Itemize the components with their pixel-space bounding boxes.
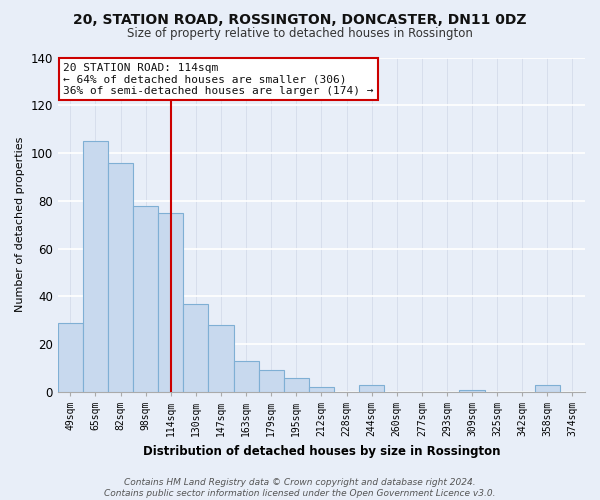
Bar: [535, 384, 560, 392]
Text: Size of property relative to detached houses in Rossington: Size of property relative to detached ho…: [127, 28, 473, 40]
Bar: [460, 390, 485, 392]
Bar: [184, 304, 208, 392]
Bar: [133, 206, 158, 392]
Bar: [284, 378, 309, 392]
Text: Contains HM Land Registry data © Crown copyright and database right 2024.
Contai: Contains HM Land Registry data © Crown c…: [104, 478, 496, 498]
Bar: [158, 213, 184, 392]
Bar: [309, 387, 334, 392]
Y-axis label: Number of detached properties: Number of detached properties: [15, 137, 25, 312]
Text: 20 STATION ROAD: 114sqm
← 64% of detached houses are smaller (306)
36% of semi-d: 20 STATION ROAD: 114sqm ← 64% of detache…: [63, 62, 374, 96]
Bar: [208, 325, 233, 392]
Bar: [58, 322, 83, 392]
Bar: [359, 384, 384, 392]
Bar: [83, 141, 108, 392]
Bar: [233, 361, 259, 392]
Bar: [108, 162, 133, 392]
X-axis label: Distribution of detached houses by size in Rossington: Distribution of detached houses by size …: [143, 444, 500, 458]
Bar: [259, 370, 284, 392]
Text: 20, STATION ROAD, ROSSINGTON, DONCASTER, DN11 0DZ: 20, STATION ROAD, ROSSINGTON, DONCASTER,…: [73, 12, 527, 26]
